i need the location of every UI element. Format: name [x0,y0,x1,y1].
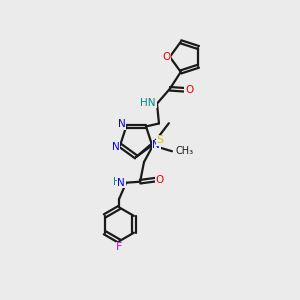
Text: HN: HN [140,98,156,108]
Text: CH₃: CH₃ [176,146,194,156]
Text: N: N [118,178,125,188]
Text: N: N [112,142,120,152]
Text: N: N [152,140,160,150]
Text: F: F [116,242,122,253]
Text: S: S [157,135,164,145]
Text: O: O [185,85,193,95]
Text: N: N [118,119,126,130]
Text: O: O [163,52,171,62]
Text: O: O [155,175,164,185]
Text: H: H [113,177,121,187]
